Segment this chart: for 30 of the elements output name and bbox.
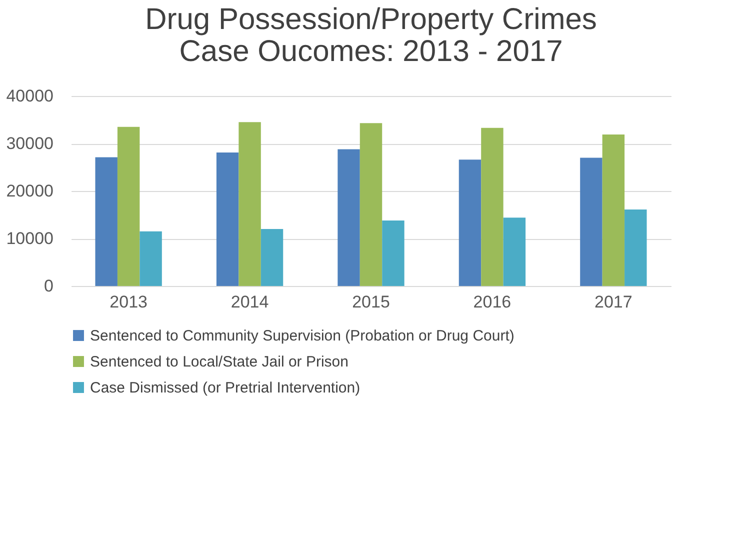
bar xyxy=(338,149,360,286)
y-tick-label: 0 xyxy=(44,276,54,296)
bar xyxy=(580,158,602,286)
bar xyxy=(260,229,284,286)
text: Drug Possession/Property Crimes xyxy=(145,3,597,36)
legend-label: Sentenced to Local/State Jail or Prison xyxy=(90,354,348,370)
bar xyxy=(238,122,261,286)
bar xyxy=(458,160,482,286)
bar xyxy=(481,128,504,286)
x-tick-label: 2014 xyxy=(230,292,269,312)
bar xyxy=(360,123,382,286)
bar xyxy=(602,134,625,286)
y-tick-label: 40000 xyxy=(6,86,54,106)
bar xyxy=(624,210,647,286)
y-tick-label: 30000 xyxy=(6,134,54,153)
legend-label: Sentenced to Community Supervision (Probation or Drug Court) xyxy=(90,328,514,344)
bar xyxy=(117,126,140,286)
y-tick-label: 10000 xyxy=(6,229,54,248)
x-tick-label: 2013 xyxy=(110,292,148,312)
x-tick-label: 2015 xyxy=(352,292,390,312)
bar xyxy=(216,152,239,286)
legend-label: Case Dismissed (or Pretrial Intervention) xyxy=(90,380,360,396)
bar xyxy=(503,218,526,286)
bar xyxy=(140,231,162,286)
bar xyxy=(95,157,118,286)
x-tick-label: 2016 xyxy=(473,292,512,312)
x-tick-label: 2017 xyxy=(594,292,632,312)
bar xyxy=(382,220,404,286)
y-tick-label: 20000 xyxy=(6,182,54,200)
text: Case Oucomes: 2013 - 2017 xyxy=(179,35,563,68)
